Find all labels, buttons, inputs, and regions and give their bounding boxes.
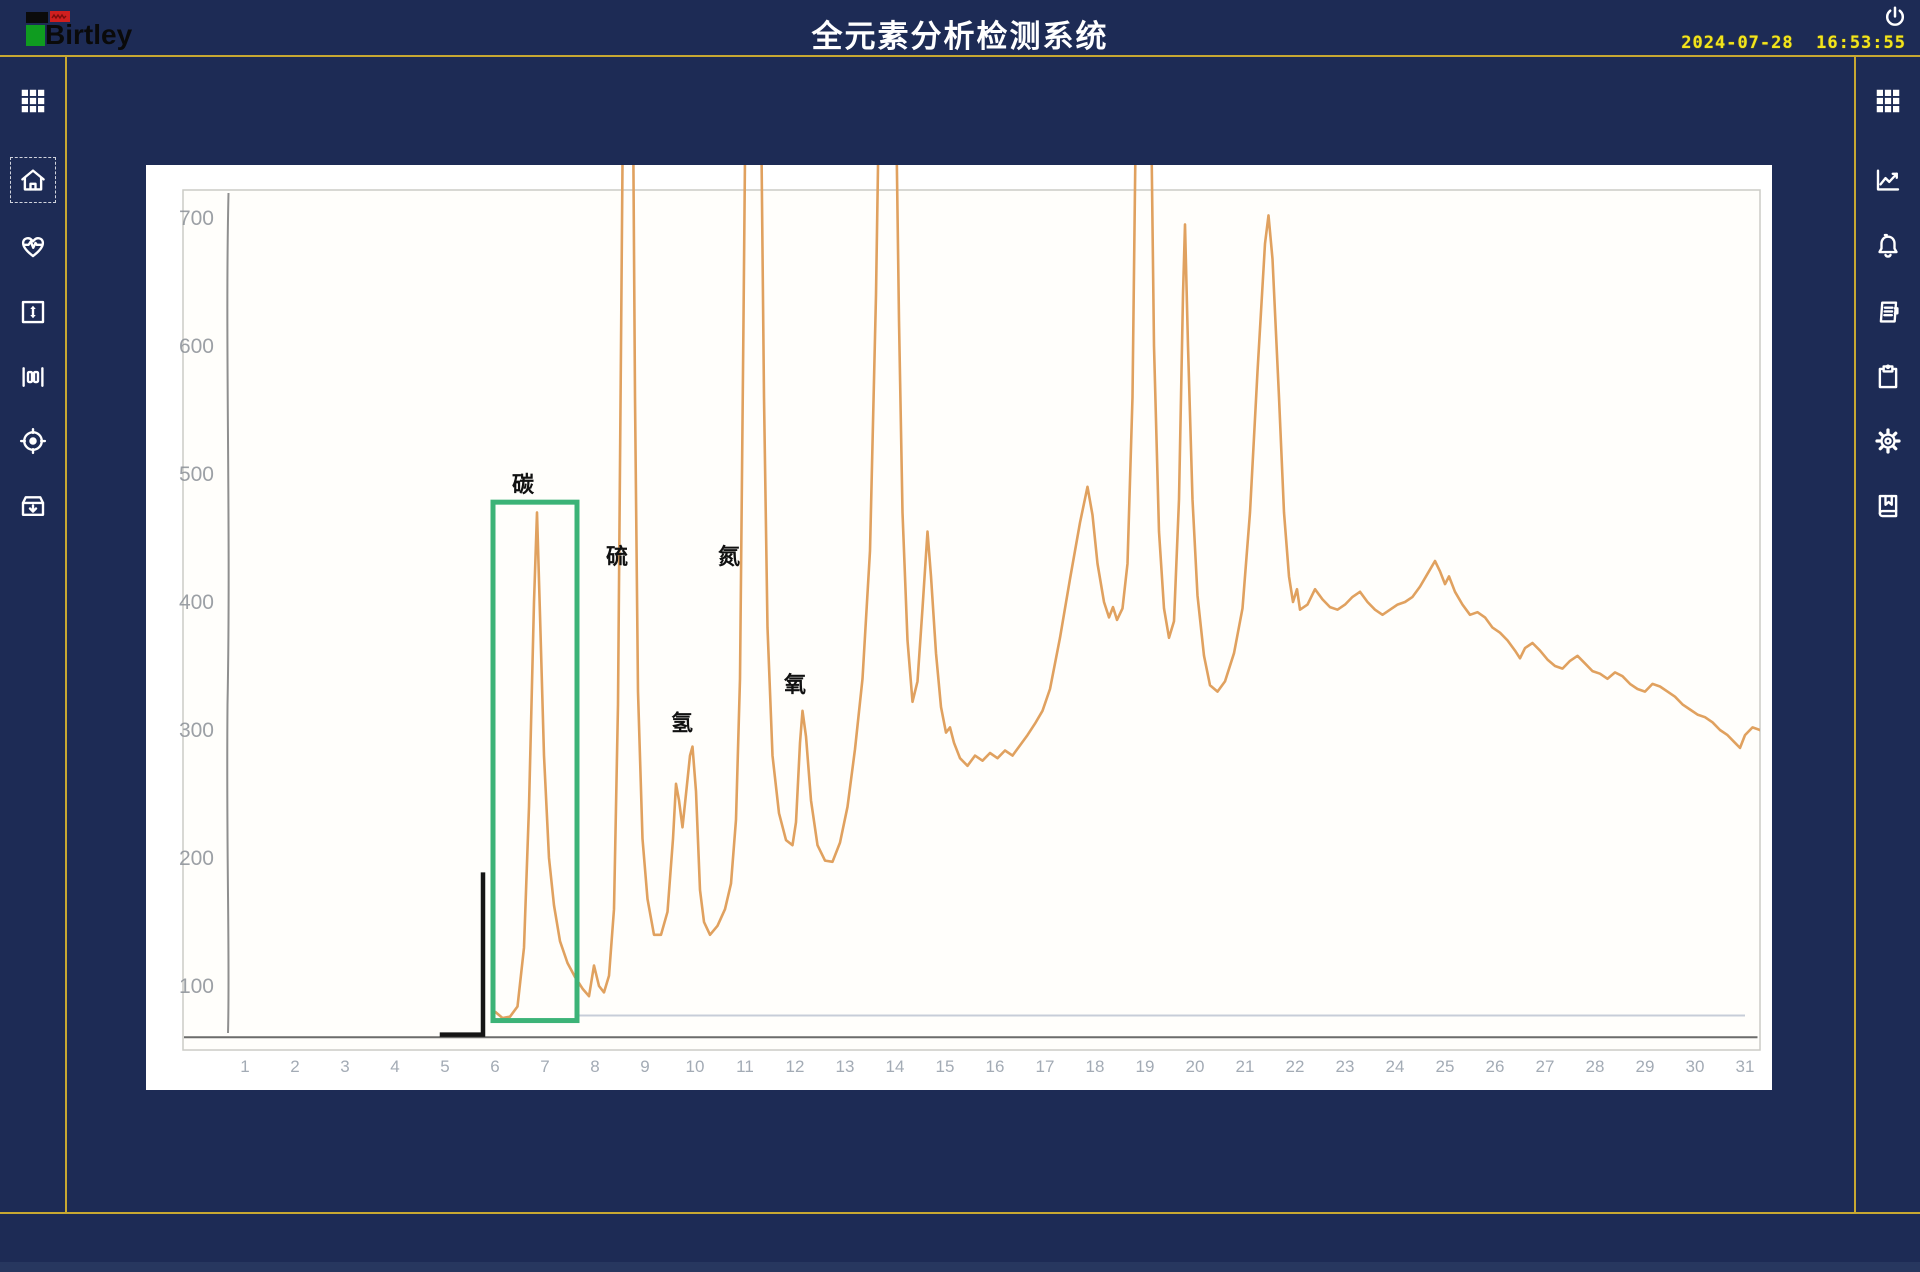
sidebar-item-trend-curve[interactable] [1865, 157, 1911, 203]
y-tick-label: 300 [179, 719, 214, 742]
x-tick-label: 13 [836, 1057, 855, 1076]
grid-icon [1876, 89, 1900, 113]
x-tick-label: 24 [1386, 1057, 1405, 1076]
y-tick-label: 700 [179, 207, 214, 230]
heart-pulse-icon [21, 237, 45, 258]
x-tick-label: 20 [1186, 1057, 1205, 1076]
x-tick-label: 19 [1136, 1057, 1155, 1076]
sidebar-item-health-monitor[interactable] [10, 223, 56, 269]
baseline-bracket-mark [439, 872, 486, 1037]
top-bar: Birtley 全元素分析检测系统 2024-07-28 16:53:55 [0, 0, 1920, 57]
document-icon [1879, 301, 1899, 323]
x-tick-label: 16 [986, 1057, 1005, 1076]
line-chart-icon [1876, 169, 1900, 191]
brand-logo: Birtley [24, 5, 184, 53]
x-tick-label: 28 [1586, 1057, 1605, 1076]
x-tick-label: 9 [640, 1057, 649, 1076]
x-tick-label: 2 [290, 1057, 299, 1076]
datetime-display: 2024-07-28 16:53:55 [1681, 33, 1906, 53]
y-tick-label: 600 [179, 335, 214, 358]
sidebar-item-tasks[interactable] [1865, 354, 1911, 400]
x-tick-label: 22 [1286, 1057, 1305, 1076]
carbon-peak-highlight-box [490, 499, 580, 1024]
sidebar-item-home[interactable] [10, 157, 56, 203]
page-title: 全元素分析检测系统 [811, 19, 1109, 54]
y-tick-label: 200 [179, 847, 214, 870]
sidebar-item-apps[interactable] [10, 78, 56, 124]
footer-strip [0, 1262, 1920, 1272]
logo-text: Birtley [45, 19, 133, 50]
bottom-frame-line [0, 1212, 1920, 1214]
x-tick-label: 26 [1486, 1057, 1505, 1076]
y-tick-label: 400 [179, 591, 214, 614]
x-tick-label: 17 [1036, 1057, 1055, 1076]
logo-green-block [26, 25, 45, 46]
time-text: 16:53:55 [1816, 33, 1906, 53]
vertical-range-icon [21, 300, 45, 324]
sidebar-item-apps-right[interactable] [1865, 78, 1911, 124]
x-tick-label: 15 [936, 1057, 955, 1076]
x-tick-label: 4 [390, 1057, 399, 1076]
x-tick-label: 6 [490, 1057, 499, 1076]
sidebar-item-target[interactable] [10, 418, 56, 464]
x-tick-label: 29 [1636, 1057, 1655, 1076]
power-button[interactable] [1882, 4, 1908, 30]
peak-label-碳: 碳 [512, 472, 535, 497]
y-axis-line [226, 192, 230, 1034]
trace-element-trace [494, 165, 1760, 1020]
right-sidebar [1856, 57, 1920, 1212]
x-tick-label: 10 [686, 1057, 705, 1076]
peak-label-氢: 氢 [671, 710, 693, 735]
left-frame-line [65, 57, 67, 1213]
left-sidebar [0, 57, 65, 1212]
x-tick-label: 21 [1236, 1057, 1255, 1076]
sidebar-item-alarms[interactable] [1865, 223, 1911, 269]
scan-border [182, 189, 1761, 1051]
book-bookmark-icon [1878, 494, 1898, 518]
x-tick-label: 14 [886, 1057, 905, 1076]
x-tick-label: 23 [1336, 1057, 1355, 1076]
x-tick-label: 3 [340, 1057, 349, 1076]
sidebar-item-records[interactable] [1865, 483, 1911, 529]
x-tick-label: 1 [240, 1057, 249, 1076]
x-tick-label: 5 [440, 1057, 449, 1076]
y-tick-label: 100 [179, 975, 214, 998]
sidebar-item-archive[interactable] [10, 483, 56, 529]
archive-box-icon [21, 496, 45, 516]
grid-icon [21, 89, 45, 113]
clipboard-icon [1878, 364, 1898, 389]
x-tick-label: 30 [1686, 1057, 1705, 1076]
logo-black-block [26, 12, 48, 23]
y-tick-label: 500 [179, 463, 214, 486]
peak-label-氮: 氮 [718, 544, 740, 569]
home-icon [21, 169, 45, 191]
gear-icon [1875, 428, 1901, 454]
right-frame-line [1854, 57, 1856, 1213]
peak-label-氧: 氧 [783, 672, 806, 697]
x-tick-label: 25 [1436, 1057, 1455, 1076]
peak-label-硫: 硫 [606, 544, 628, 569]
slider-columns-icon [22, 367, 44, 387]
x-tick-label: 8 [590, 1057, 599, 1076]
date-text: 2024-07-28 [1681, 33, 1794, 53]
target-icon [19, 427, 47, 455]
bell-icon [1878, 233, 1898, 258]
logo-red-block [50, 11, 70, 22]
sidebar-item-vertical-range[interactable] [10, 289, 56, 335]
x-tick-label: 18 [1086, 1057, 1105, 1076]
x-tick-label: 12 [786, 1057, 805, 1076]
sidebar-item-report[interactable] [1865, 289, 1911, 335]
x-tick-label: 31 [1736, 1057, 1755, 1076]
sidebar-item-settings[interactable] [1865, 418, 1911, 464]
chromatogram-panel: 700 600 500 400 300 200 100 1 2 3 4 5 6 7 8 9 10 11 12 13 14… [146, 165, 1772, 1090]
power-icon [1885, 6, 1905, 26]
x-tick-label: 7 [540, 1057, 549, 1076]
sidebar-item-columns[interactable] [10, 354, 56, 400]
x-tick-label: 27 [1536, 1057, 1555, 1076]
x-tick-label: 11 [736, 1057, 754, 1076]
